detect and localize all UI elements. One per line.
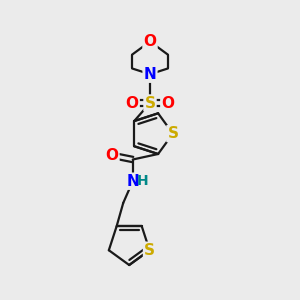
Text: H: H: [136, 174, 148, 188]
Text: O: O: [143, 34, 157, 49]
Text: N: N: [144, 67, 156, 82]
Text: O: O: [106, 148, 118, 163]
Text: O: O: [126, 95, 139, 110]
Text: S: S: [167, 126, 178, 141]
Text: S: S: [144, 243, 155, 258]
Text: N: N: [126, 174, 139, 189]
Text: O: O: [161, 95, 174, 110]
Text: S: S: [145, 95, 155, 110]
